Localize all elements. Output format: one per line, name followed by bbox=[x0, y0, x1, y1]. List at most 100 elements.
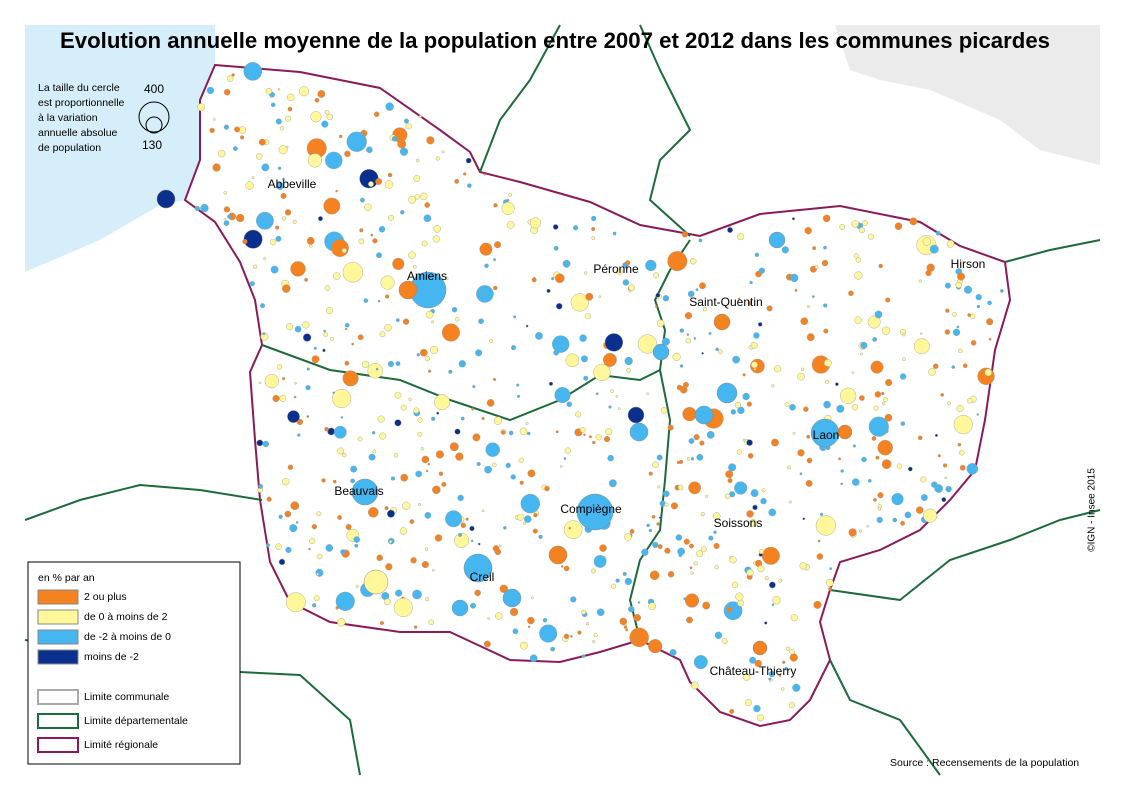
commune-circle bbox=[481, 509, 485, 513]
commune-circle bbox=[581, 609, 587, 615]
commune-circle bbox=[799, 472, 803, 476]
commune-circle bbox=[516, 383, 520, 387]
commune-circle bbox=[223, 206, 231, 213]
commune-circle bbox=[529, 217, 542, 229]
commune-circle bbox=[556, 303, 563, 310]
commune-circle bbox=[580, 355, 588, 363]
commune-circle bbox=[272, 394, 280, 403]
commune-circle bbox=[297, 433, 301, 437]
commune-circle bbox=[764, 576, 769, 581]
commune-circle bbox=[287, 464, 294, 470]
commune-circle bbox=[478, 318, 484, 325]
commune-circle bbox=[986, 318, 994, 326]
commune-circle bbox=[868, 416, 889, 437]
commune-circle bbox=[812, 246, 817, 251]
commune-circle bbox=[294, 381, 297, 385]
commune-circle bbox=[823, 400, 831, 409]
commune-circle bbox=[713, 542, 720, 549]
commune-circle bbox=[285, 546, 292, 553]
commune-circle bbox=[395, 589, 403, 597]
commune-circle bbox=[217, 149, 226, 158]
commune-circle bbox=[410, 557, 417, 564]
commune-circle bbox=[332, 479, 337, 484]
commune-circle bbox=[484, 263, 489, 269]
commune-circle bbox=[622, 571, 627, 576]
commune-circle bbox=[885, 379, 893, 387]
commune-circle bbox=[278, 145, 288, 155]
commune-circle bbox=[379, 331, 386, 338]
commune-circle bbox=[326, 307, 334, 315]
commune-circle bbox=[559, 465, 563, 468]
commune-circle bbox=[371, 431, 376, 435]
commune-circle bbox=[454, 532, 470, 548]
commune-circle bbox=[659, 516, 662, 520]
commune-circle bbox=[460, 416, 465, 421]
commune-circle bbox=[525, 324, 529, 328]
commune-circle bbox=[156, 189, 176, 209]
commune-circle bbox=[746, 401, 752, 407]
commune-circle bbox=[234, 126, 240, 133]
commune-circle bbox=[346, 131, 367, 152]
commune-circle bbox=[493, 285, 498, 291]
commune-circle bbox=[867, 315, 881, 329]
commune-circle bbox=[505, 462, 511, 469]
commune-circle bbox=[233, 146, 238, 151]
commune-circle bbox=[544, 485, 550, 492]
commune-circle bbox=[603, 436, 611, 443]
commune-circle bbox=[395, 361, 401, 367]
commune-circle bbox=[789, 404, 796, 411]
commune-circle bbox=[768, 677, 772, 681]
commune-circle bbox=[264, 373, 279, 389]
commune-circle bbox=[782, 660, 786, 664]
commune-circle bbox=[384, 506, 389, 511]
commune-circle bbox=[483, 173, 486, 176]
commune-circle bbox=[200, 203, 209, 213]
commune-circle bbox=[579, 334, 587, 342]
commune-circle bbox=[500, 430, 506, 435]
commune-circle bbox=[423, 214, 432, 223]
commune-circle bbox=[825, 379, 829, 384]
commune-circle bbox=[941, 497, 947, 502]
commune-circle bbox=[595, 392, 599, 396]
commune-circle bbox=[425, 597, 430, 602]
commune-circle bbox=[508, 193, 512, 197]
commune-circle bbox=[379, 432, 387, 440]
commune-circle bbox=[792, 431, 796, 435]
commune-circle bbox=[976, 304, 981, 309]
commune-circle bbox=[565, 353, 580, 368]
commune-circle bbox=[467, 183, 472, 188]
commune-circle bbox=[525, 422, 529, 425]
commune-circle bbox=[243, 229, 263, 249]
commune-circle bbox=[794, 288, 798, 292]
commune-circle bbox=[475, 349, 483, 357]
commune-circle bbox=[414, 194, 420, 200]
commune-circle bbox=[378, 226, 386, 233]
commune-circle bbox=[304, 277, 308, 282]
commune-circle bbox=[426, 136, 435, 145]
size-legend-value: 400 bbox=[144, 82, 164, 96]
commune-circle bbox=[489, 339, 494, 343]
commune-circle bbox=[550, 646, 556, 652]
commune-circle bbox=[506, 221, 515, 229]
commune-circle bbox=[892, 517, 897, 523]
commune-circle bbox=[287, 106, 293, 112]
commune-circle bbox=[629, 627, 649, 648]
size-legend-text: est proportionnelle bbox=[38, 97, 125, 109]
commune-circle bbox=[425, 469, 429, 473]
city-label: Péronne bbox=[593, 262, 639, 276]
commune-circle bbox=[262, 440, 270, 448]
commune-circle bbox=[944, 329, 951, 335]
commune-circle bbox=[854, 316, 862, 324]
commune-circle bbox=[394, 391, 402, 399]
commune-circle bbox=[385, 294, 390, 299]
commune-circle bbox=[436, 411, 440, 415]
commune-circle bbox=[708, 331, 712, 335]
commune-circle bbox=[503, 526, 507, 530]
commune-circle bbox=[761, 546, 780, 565]
commune-circle bbox=[212, 163, 221, 172]
commune-circle bbox=[988, 337, 992, 341]
commune-circle bbox=[778, 673, 782, 677]
commune-circle bbox=[278, 558, 286, 566]
commune-circle bbox=[822, 214, 831, 223]
commune-circle bbox=[323, 329, 327, 333]
